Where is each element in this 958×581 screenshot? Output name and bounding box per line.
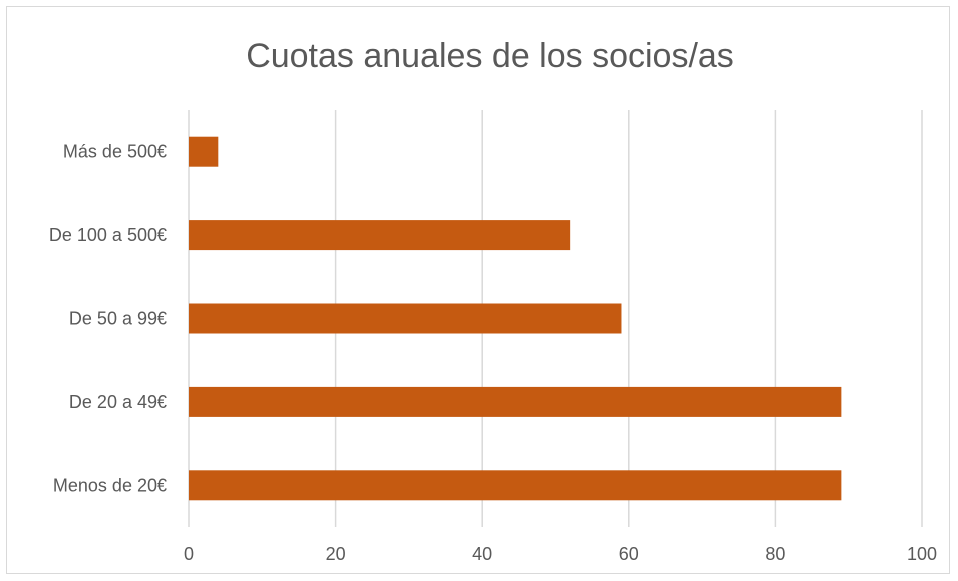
category-label: Menos de 20€ [53, 475, 167, 495]
x-tick-label: 20 [326, 544, 346, 564]
x-tick-label: 80 [765, 544, 785, 564]
x-tick-label: 60 [619, 544, 639, 564]
bar [189, 136, 219, 167]
bar [189, 386, 842, 417]
x-tick-label: 100 [907, 544, 937, 564]
x-tick-label: 40 [472, 544, 492, 564]
x-axis-tick-labels: 0 20 40 60 80 100 [184, 544, 937, 564]
gridlines [188, 110, 923, 527]
bar [189, 470, 842, 501]
category-label: Más de 500€ [63, 142, 167, 162]
category-labels: Menos de 20€ De 20 a 49€ De 50 a 99€ De 100… [49, 142, 167, 496]
bar [189, 220, 571, 251]
category-label: De 100 a 500€ [49, 225, 167, 245]
chart-title: Cuotas anuales de los socios/as [246, 37, 734, 75]
category-label: De 50 a 99€ [69, 309, 167, 329]
x-tick-label: 0 [184, 544, 194, 564]
category-label: De 20 a 49€ [69, 392, 167, 412]
bars [189, 136, 842, 501]
bar [189, 303, 622, 334]
